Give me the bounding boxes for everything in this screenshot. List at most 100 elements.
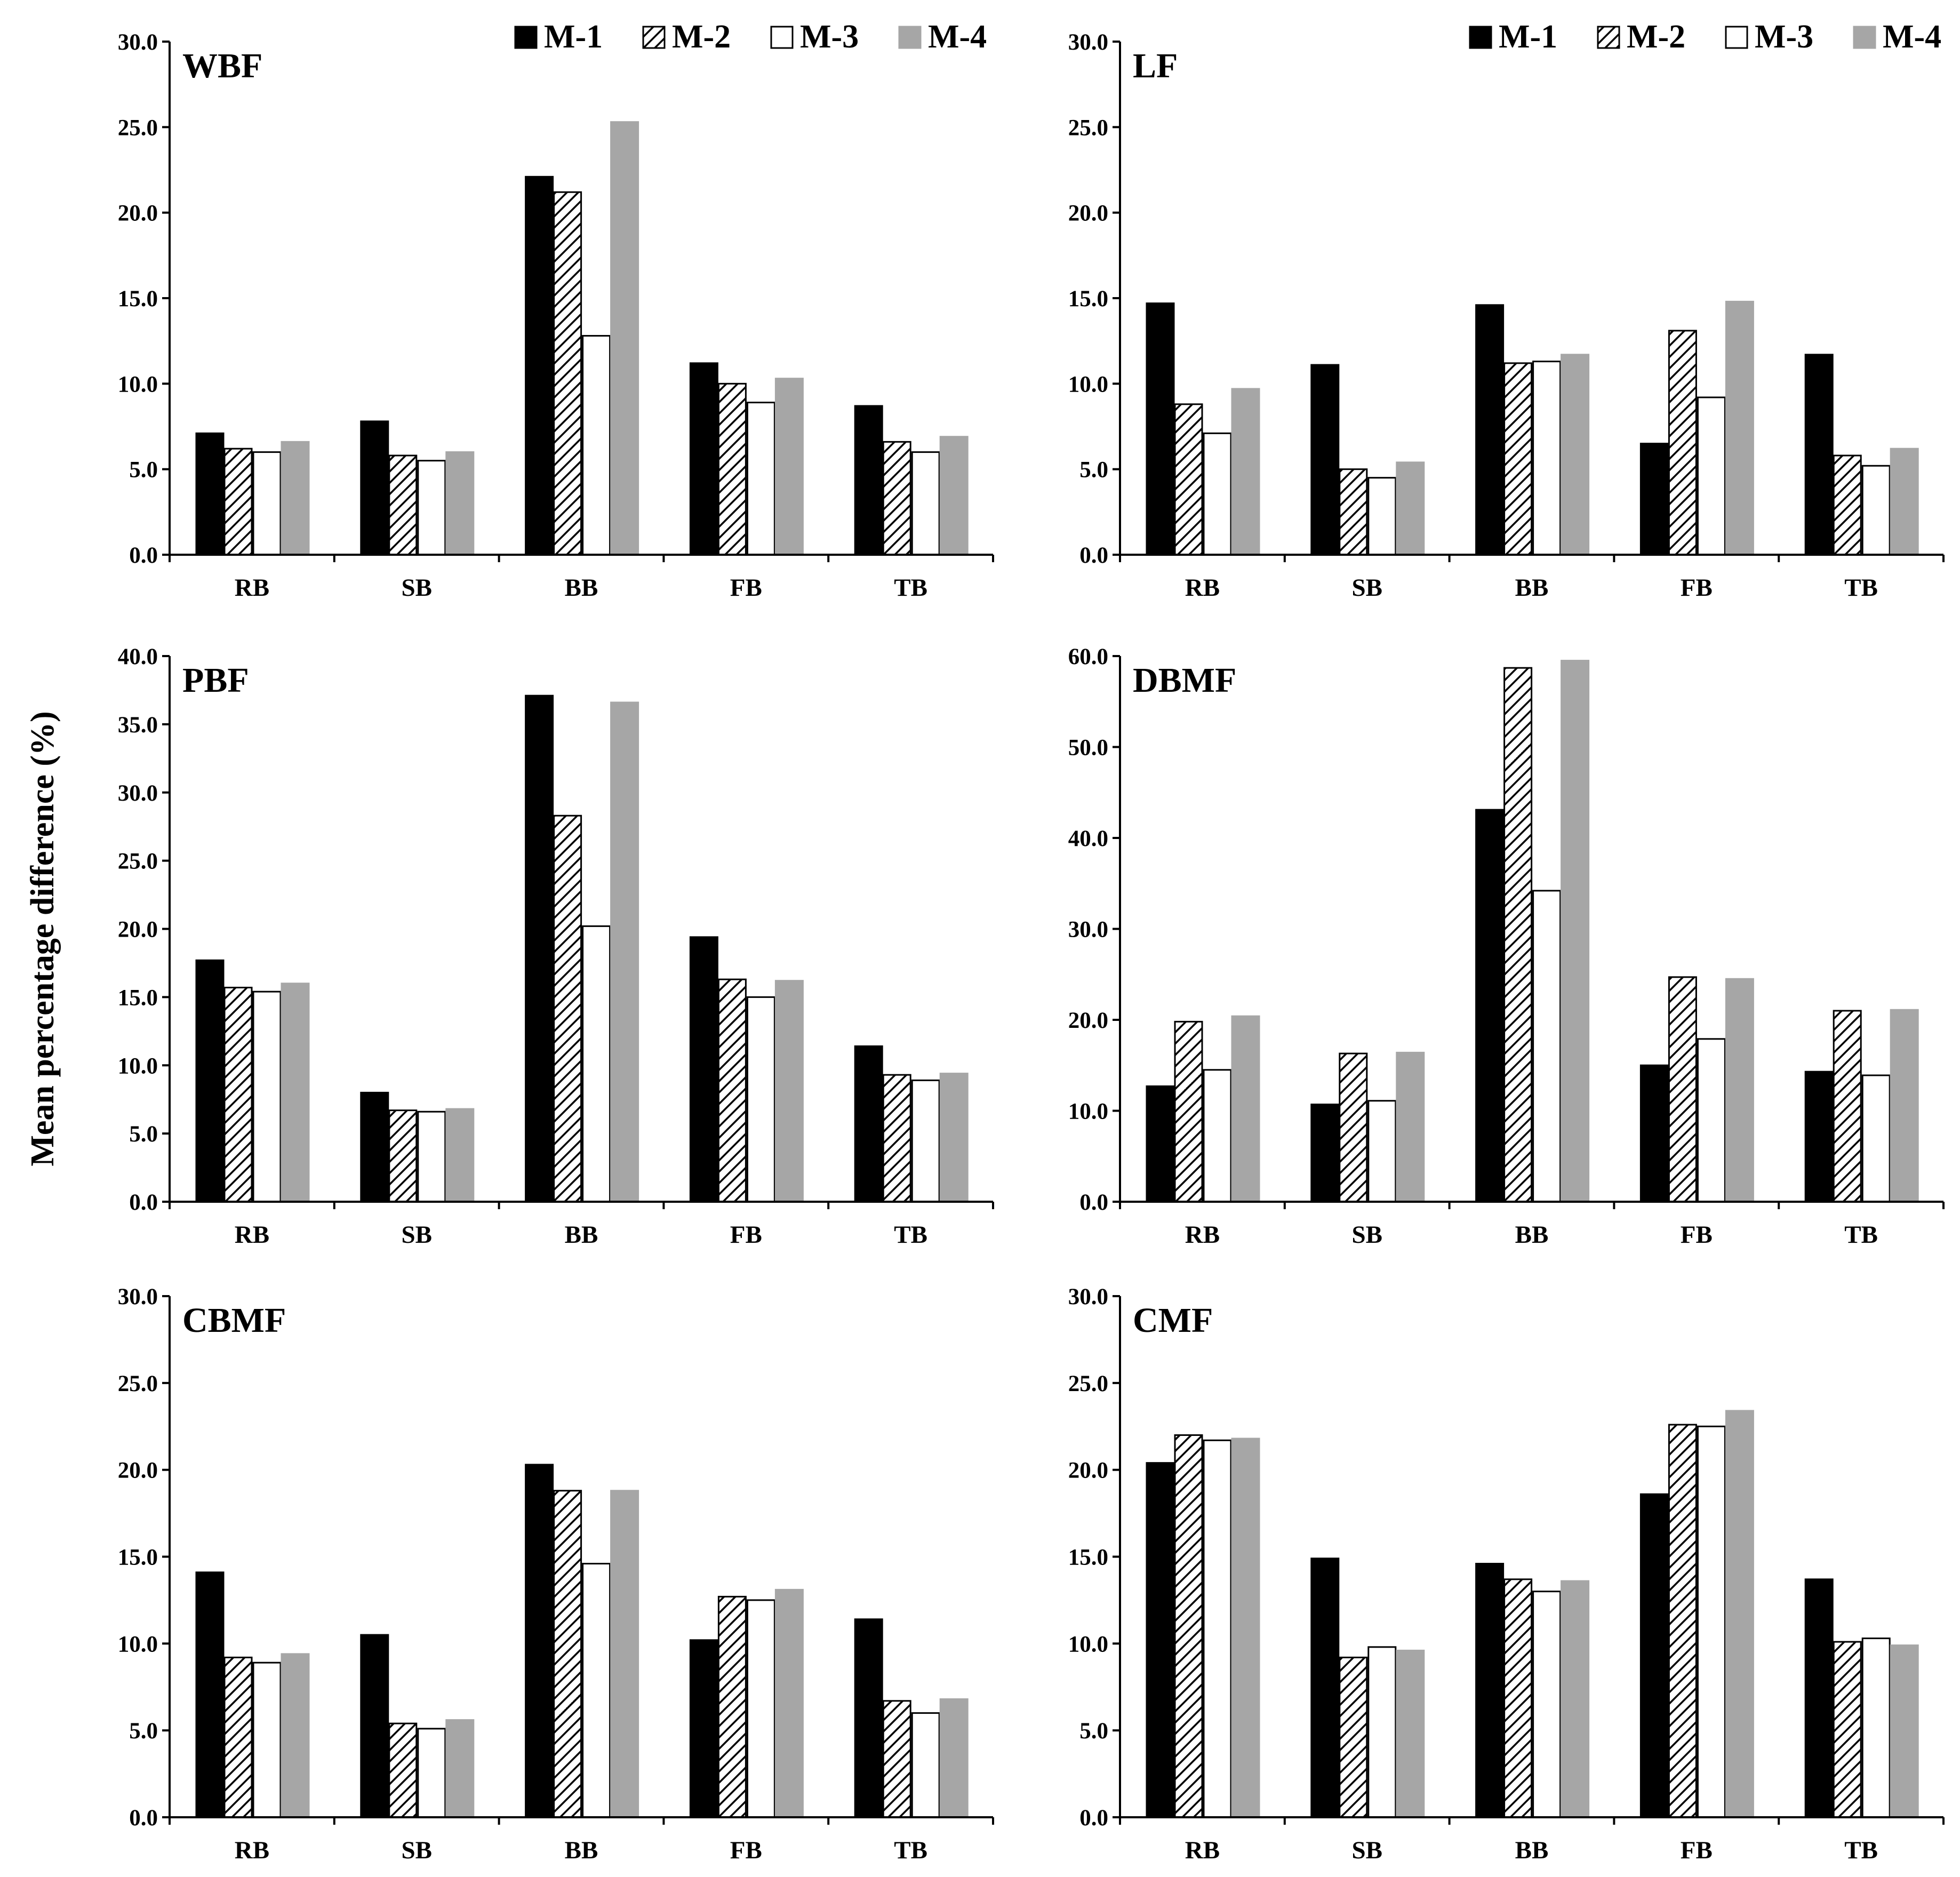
y-tick-label: 40.0: [118, 644, 158, 669]
bar-m-4-sb: [1396, 461, 1425, 556]
bar-m-4-rb: [281, 983, 310, 1203]
y-tick-label: 15.0: [1068, 286, 1108, 311]
y-tick-label: 30.0: [1068, 30, 1108, 55]
panel-cbmf: 0.0 5.0 10.0 15.0 20.0 25.0 30.0 RB SB BB FB TB CBMF: [118, 1284, 994, 1864]
y-tick-label: 20.0: [1068, 201, 1108, 226]
panel-title: CBMF: [182, 1301, 286, 1340]
bar-m-3-rb: [1203, 432, 1232, 556]
x-tick-label: RB: [235, 574, 269, 602]
panel-dbmf: 0.0 10.0 20.0 30.0 40.0 50.0 60.0 RB SB BB FB TB DBM…: [1068, 644, 1945, 1249]
bar-m-4-fb: [774, 980, 804, 1203]
legend-swatch-m-2: [642, 26, 666, 49]
bar-m-4-sb: [1396, 1649, 1425, 1818]
bar-m-2-tb: [1833, 1010, 1862, 1203]
bar-m-2-sb: [388, 454, 418, 556]
bar-m-1-tb: [1804, 1071, 1834, 1203]
panel-wbf: 0.0 5.0 10.0 15.0 20.0 25.0 30.0 RB SB BB FB TB WBF M…: [118, 19, 994, 602]
bar-m-1-bb: [1475, 304, 1505, 556]
legend-swatch-m-4: [1853, 26, 1876, 49]
bar-m-2-sb: [1339, 1656, 1368, 1818]
legend-label-m-2: M-2: [672, 19, 731, 55]
panels: 0.0 5.0 10.0 15.0 20.0 25.0 30.0 RB SB BB FB TB WBF M…: [118, 19, 1945, 1864]
bar-m-2-tb: [1833, 454, 1862, 556]
bar-m-1-bb: [525, 694, 554, 1203]
legend-swatch-m-3: [1725, 26, 1748, 49]
y-tick-label: 20.0: [1068, 1458, 1108, 1483]
bar-m-3-fb: [746, 1599, 775, 1818]
x-tick-label: RB: [1185, 1221, 1220, 1249]
y-tick-label: 25.0: [1068, 115, 1108, 140]
bar-m-3-bb: [1532, 361, 1562, 556]
bar-m-4-tb: [1890, 1009, 1919, 1203]
x-tick-label: SB: [1351, 1221, 1382, 1249]
y-tick-label: 0.0: [129, 543, 158, 568]
bar-m-4-fb: [1725, 1410, 1754, 1818]
bar-m-3-fb: [746, 402, 775, 556]
x-tick-label: TB: [1844, 1221, 1878, 1249]
x-tick-label: TB: [1844, 1836, 1878, 1864]
x-tick-label: TB: [894, 1836, 927, 1864]
bar-m-3-tb: [1861, 1074, 1891, 1203]
bar-m-2-tb: [1833, 1641, 1862, 1818]
y-axis-label: Mean percentage difference (%): [25, 711, 61, 1166]
legend: M-1 M-2 M-3 M-4: [514, 19, 987, 55]
x-tick-label: RB: [1185, 574, 1220, 602]
bar-m-2-bb: [1503, 1578, 1533, 1818]
y-tick-label: 5.0: [129, 458, 158, 483]
y-tick-label: 15.0: [118, 1545, 158, 1570]
bar-m-1-sb: [1310, 1557, 1340, 1818]
x-tick-label: TB: [1844, 574, 1878, 602]
y-tick-label: 5.0: [1079, 1719, 1108, 1744]
x-tick-label: FB: [730, 574, 762, 602]
x-tick-label: RB: [235, 1836, 269, 1864]
x-tick-label: FB: [730, 1836, 762, 1864]
bar-m-4-fb: [1725, 978, 1754, 1203]
bar-m-4-bb: [610, 1490, 639, 1818]
x-tick-label: SB: [401, 1221, 432, 1249]
bar-m-1-fb: [689, 936, 718, 1203]
bar-m-1-tb: [1804, 1578, 1834, 1818]
x-tick-label: FB: [1681, 574, 1713, 602]
x-tick-label: RB: [235, 1221, 269, 1249]
panel-lf: 0.0 5.0 10.0 15.0 20.0 25.0 30.0 RB SB BB FB TB LF M-…: [1068, 19, 1945, 602]
y-tick-label: 20.0: [118, 917, 158, 943]
panel-title: WBF: [182, 46, 262, 85]
bar-m-3-rb: [252, 991, 282, 1203]
bar-m-4-tb: [1890, 448, 1919, 556]
bar-m-1-sb: [1310, 364, 1340, 556]
bar-m-4-tb: [1890, 1644, 1919, 1818]
x-tick-label: RB: [1185, 1836, 1220, 1864]
bar-m-3-fb: [746, 996, 775, 1203]
x-tick-label: FB: [730, 1221, 762, 1249]
bar-m-4-bb: [1561, 1580, 1590, 1818]
legend-label-m-3: M-3: [1755, 19, 1813, 55]
bar-m-1-rb: [1146, 302, 1175, 556]
x-tick-label: BB: [565, 1836, 598, 1864]
bar-m-1-tb: [854, 405, 883, 556]
bar-m-3-fb: [1697, 1425, 1726, 1818]
legend-swatch-m-1: [1469, 26, 1492, 49]
bar-m-3-bb: [582, 335, 611, 556]
y-tick-label: 10.0: [1068, 1099, 1108, 1124]
bar-m-2-rb: [1174, 1020, 1203, 1203]
y-tick-label: 40.0: [1068, 826, 1108, 851]
bar-m-2-fb: [1668, 330, 1697, 556]
y-tick-label: 60.0: [1068, 644, 1108, 669]
panel-cmf: 0.0 5.0 10.0 15.0 20.0 25.0 30.0 RB SB BB FB TB CMF: [1068, 1284, 1945, 1864]
bar-m-2-bb: [553, 1490, 582, 1818]
y-tick-label: 15.0: [118, 286, 158, 311]
y-tick-label: 30.0: [1068, 1284, 1108, 1309]
bar-m-4-sb: [1396, 1051, 1425, 1203]
bar-m-2-rb: [223, 986, 253, 1203]
x-tick-label: SB: [401, 574, 432, 602]
bar-m-1-fb: [689, 1639, 718, 1818]
bar-m-4-rb: [1231, 1015, 1260, 1203]
bar-m-2-sb: [388, 1109, 418, 1203]
x-tick-label: BB: [565, 574, 598, 602]
legend-label-m-1: M-1: [1499, 19, 1557, 55]
y-tick-label: 30.0: [118, 1284, 158, 1309]
bar-m-1-bb: [525, 175, 554, 556]
bar-m-3-bb: [582, 1563, 611, 1818]
bar-m-2-bb: [1503, 362, 1533, 556]
bar-m-3-sb: [417, 1111, 446, 1203]
